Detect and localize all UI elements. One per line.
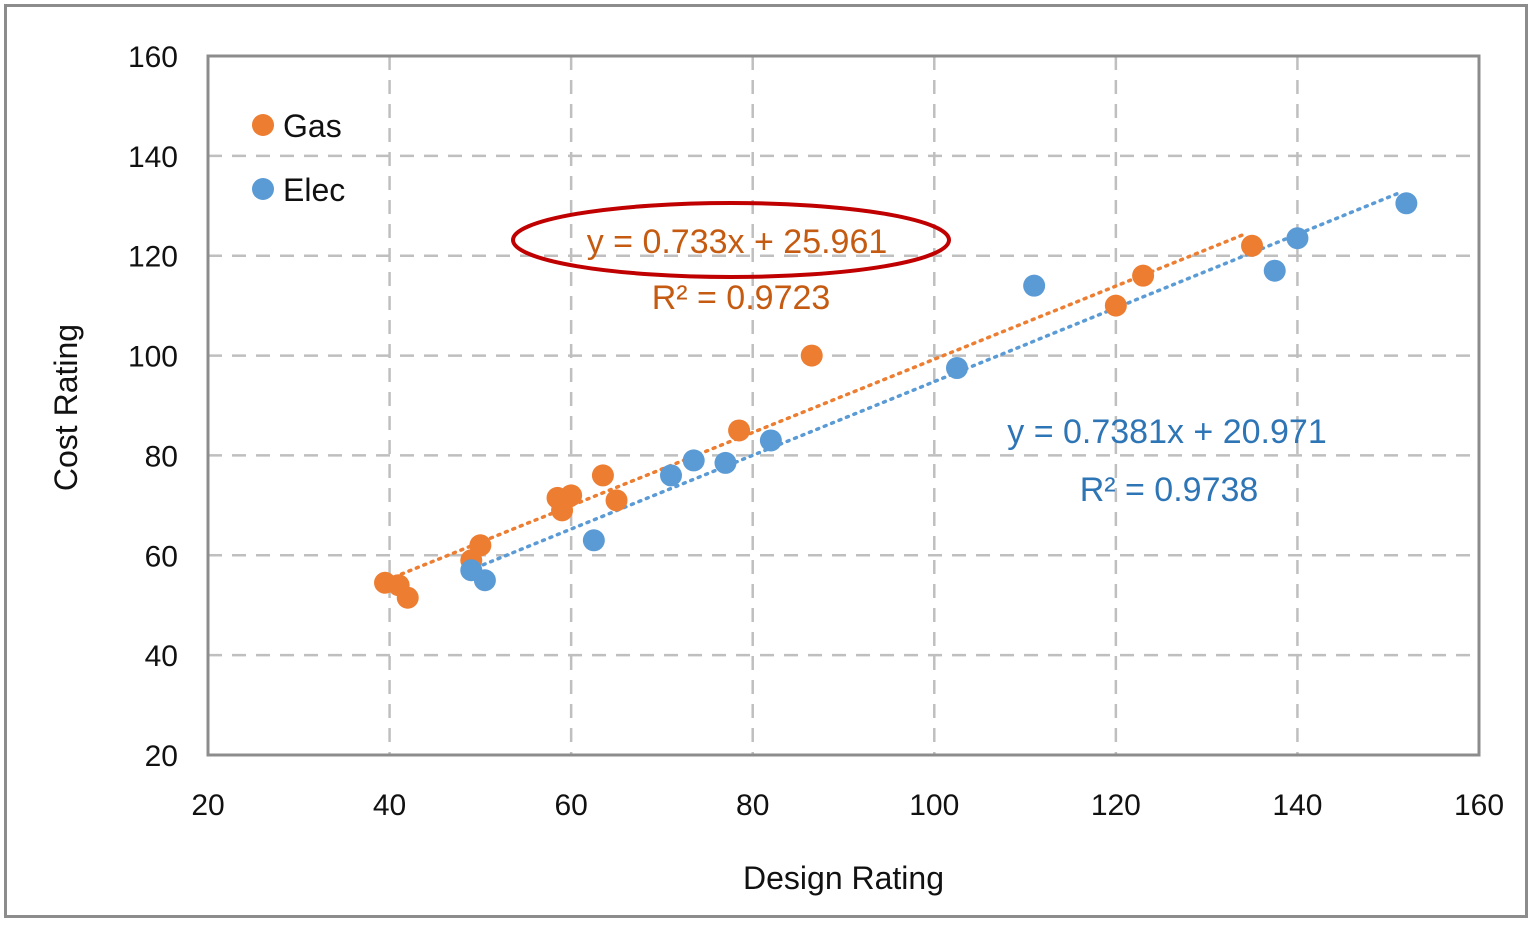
legend-label-elec: Elec [283,172,345,208]
point-elec [660,464,683,487]
point-elec [759,429,782,452]
trendline-gas [392,233,1245,579]
legend: Gas Elec [252,108,345,208]
x-tick-label: 160 [1454,789,1504,822]
point-elec [945,357,968,380]
x-axis-title: Design Rating [743,860,944,896]
point-gas [591,464,614,487]
point-gas [605,489,628,512]
trendlines [392,191,1400,579]
point-gas [560,484,583,507]
x-tick-label: 100 [909,789,959,822]
point-elec [1263,259,1286,282]
point-gas [800,344,823,367]
point-gas [728,419,751,442]
y-tick-label: 100 [128,341,178,374]
gas-trendline-r2: R² = 0.9723 [652,279,831,317]
y-tick-label: 40 [145,640,178,673]
point-elec [473,569,496,592]
point-gas [1241,234,1264,257]
point-elec [1023,274,1046,297]
grid-lines [208,56,1479,755]
trendline-labels: y = 0.733x + 25.961 R² = 0.9723 y = 0.73… [587,223,1327,509]
x-tick-label: 80 [736,789,769,822]
y-tick-label: 160 [128,41,178,74]
y-tick-label: 60 [145,540,178,573]
x-tick-label: 40 [373,789,406,822]
x-axis-ticks: 20 40 60 80 100 120 140 160 [191,789,1504,822]
point-elec [582,529,605,552]
x-tick-label: 140 [1272,789,1322,822]
x-tick-label: 60 [554,789,587,822]
point-gas [469,534,492,557]
gas-trendline-equation: y = 0.733x + 25.961 [587,223,888,261]
legend-marker-elec [252,178,274,200]
elec-trendline-r2: R² = 0.9738 [1080,471,1259,509]
x-tick-label: 120 [1091,789,1141,822]
y-tick-label: 140 [128,141,178,174]
point-elec [1395,192,1418,215]
point-elec [682,449,705,472]
elec-trendline-equation: y = 0.7381x + 20.971 [1007,413,1326,451]
point-gas [396,586,419,609]
y-tick-label: 20 [145,740,178,773]
legend-label-gas: Gas [283,108,342,144]
plot-area-border [206,54,1481,757]
point-gas [1104,294,1127,317]
scatter-chart: 20 40 60 80 100 120 140 160 20 40 60 80 100 120 140 16… [48,41,1504,896]
equation-highlight-ellipse [511,201,951,279]
chart-frame: 20 40 60 80 100 120 140 160 20 40 60 80 100 120 140 16… [4,4,1528,918]
legend-marker-gas [252,114,274,136]
y-axis-title: Cost Rating [48,324,84,491]
point-elec [714,451,737,474]
trendline-elec [474,191,1400,570]
y-tick-label: 120 [128,241,178,274]
y-tick-label: 80 [145,440,178,473]
y-axis-ticks: 20 40 60 80 100 120 140 160 [128,41,178,773]
x-tick-label: 20 [191,789,224,822]
point-elec [1286,227,1309,250]
data-points [374,192,1418,609]
point-gas [1132,264,1155,287]
